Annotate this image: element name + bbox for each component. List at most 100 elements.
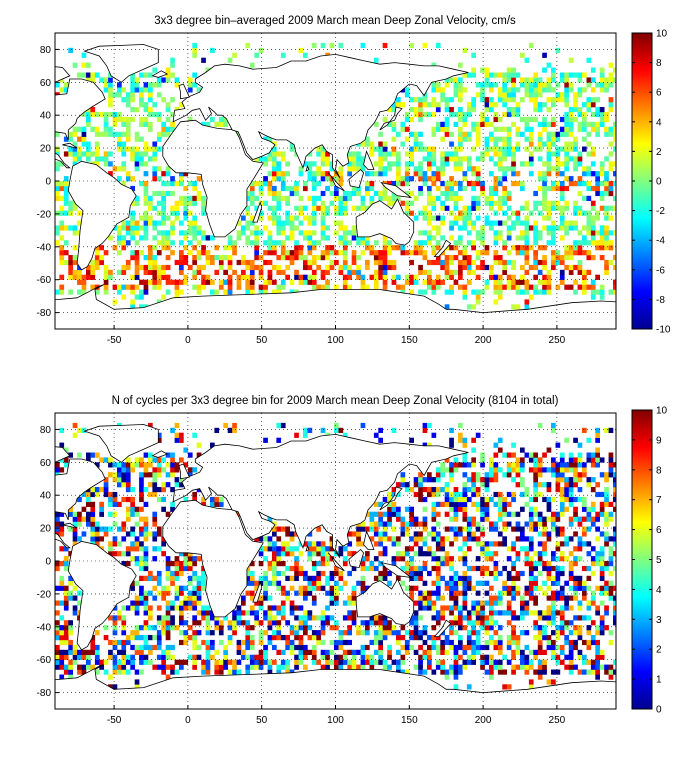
data-cell [382,664,388,670]
data-cell [369,521,375,527]
data-cell [59,664,65,670]
data-cell [320,250,326,256]
data-cell [608,457,614,463]
data-cell [369,664,375,670]
data-cell [409,97,414,103]
data-cell [373,146,379,152]
data-cell [210,610,215,616]
data-cell [431,600,437,606]
data-cell [595,536,600,542]
data-cell [280,526,286,532]
data-cell [573,72,578,78]
data-cell [232,52,237,58]
data-cell [298,220,304,226]
data-cell [103,457,109,463]
data-cell [130,274,135,280]
data-cell [493,82,499,88]
data-cell [391,181,397,187]
data-cell [148,97,153,103]
data-cell [427,635,432,641]
data-cell [59,546,65,552]
data-cell [502,669,507,675]
data-cell [559,131,565,137]
data-cell [449,501,454,507]
data-cell [391,427,397,433]
data-cell [413,541,419,547]
data-cell [418,496,423,503]
data-cell [55,195,60,201]
data-cell [559,77,565,83]
data-cell [117,87,122,93]
data-cell [551,259,556,266]
data-cell [81,62,87,68]
data-cell [555,654,561,660]
data-cell [356,649,361,655]
data-cell [475,501,481,507]
data-cell [227,240,233,246]
data-cell [387,491,392,498]
data-cell [356,274,361,280]
data-cell [249,289,255,295]
data-cell [422,215,428,221]
data-cell [484,284,490,290]
data-cell [307,531,313,537]
data-cell [263,546,268,552]
data-cell [506,151,512,157]
data-cell [409,630,414,636]
data-cell [608,427,614,433]
data-cell [179,432,184,438]
data-cell [431,195,437,201]
data-cell [179,220,184,226]
data-cell [311,659,317,665]
data-cell [72,536,78,542]
data-cell [320,615,326,621]
data-cell [103,131,109,137]
data-cell [342,556,348,562]
data-cell [449,669,454,675]
data-cell [542,516,547,522]
data-cell [533,487,538,493]
data-cell [590,151,596,157]
data-cell [533,526,538,532]
data-cell [342,630,348,636]
data-cell [537,610,543,616]
data-cell [63,457,69,463]
data-cell [466,654,472,660]
data-cell [272,220,277,226]
data-cell [156,82,162,88]
data-cell [489,190,494,197]
data-cell [134,77,140,83]
data-cell [59,442,65,448]
data-cell [435,255,441,261]
data-cell [564,161,569,167]
data-cell [559,225,565,231]
data-cell [334,585,339,591]
data-cell [285,526,290,532]
data-cell [586,185,592,192]
data-cell [94,141,100,147]
data-cell [245,590,251,596]
data-cell [489,225,494,231]
data-cell [86,491,91,498]
data-cell [418,635,423,641]
data-cell [462,575,468,581]
data-cell [471,565,476,572]
data-cell [263,437,268,443]
data-cell [493,176,499,182]
data-cell [475,289,481,295]
data-cell [356,264,361,271]
data-cell [444,580,450,586]
data-cell [444,185,450,192]
data-cell [174,181,180,187]
data-cell [559,181,565,187]
data-cell [59,255,65,261]
data-cell [161,121,166,127]
data-cell [263,161,268,167]
data-cell [90,516,96,522]
data-cell [568,491,574,498]
data-cell [143,531,149,537]
data-cell [205,235,211,241]
data-cell [347,541,352,547]
data-cell [298,210,304,216]
data-cell [471,531,476,537]
